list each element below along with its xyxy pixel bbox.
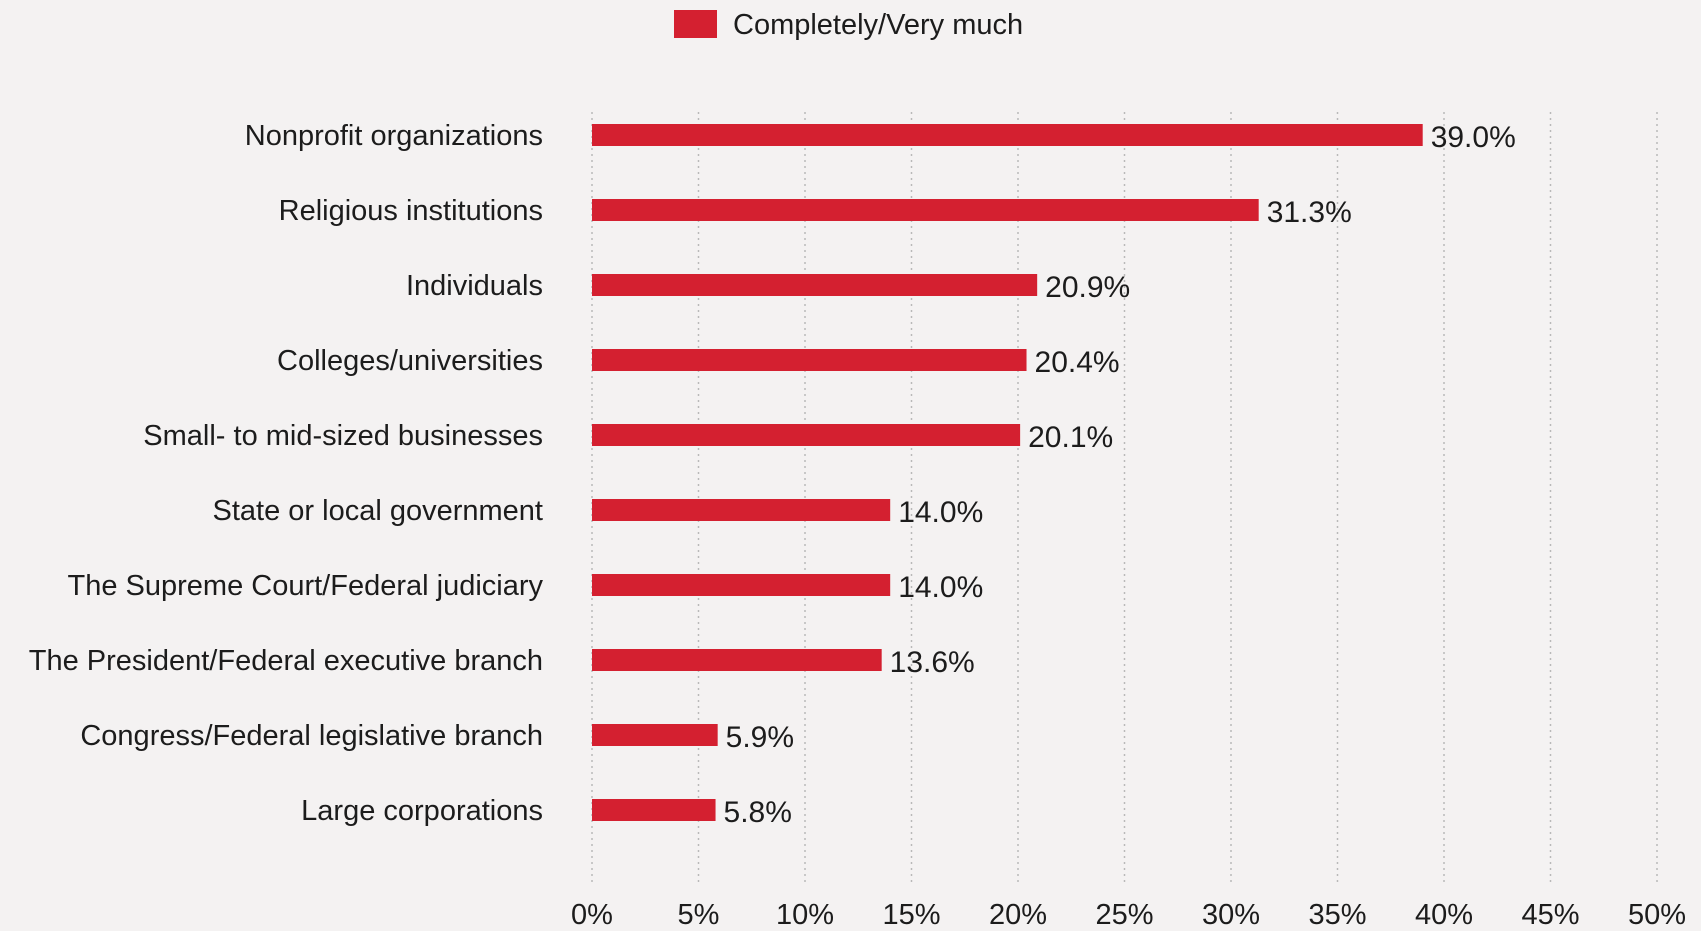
legend-label: Completely/Very much [733, 9, 1023, 41]
bar-value-label: 5.8% [724, 796, 792, 829]
legend-swatch [674, 10, 717, 38]
x-tick-label: 45% [1521, 899, 1579, 931]
bar [592, 199, 1259, 221]
bar [592, 574, 891, 596]
x-tick-label: 35% [1308, 899, 1366, 931]
value-labels: 39.0% 31.3% 20.9% 20.4% 20.1% 14.0% 14.0% 13.6%… [724, 121, 1516, 829]
x-tick-label: 25% [1095, 899, 1153, 931]
bar-value-label: 20.4% [1035, 346, 1120, 379]
category-label: Colleges/universities [277, 345, 543, 377]
bar [592, 649, 882, 671]
bar-value-label: 5.9% [726, 721, 794, 754]
bar-value-label: 31.3% [1267, 196, 1352, 229]
bar [592, 124, 1423, 146]
bar [592, 799, 716, 821]
x-tick-label: 40% [1415, 899, 1473, 931]
category-label: The President/Federal executive branch [29, 645, 543, 677]
category-label: Small- to mid-sized businesses [143, 420, 543, 452]
x-tick-label: 10% [776, 899, 834, 931]
category-label: State or local government [213, 495, 543, 527]
bar-value-label: 14.0% [898, 496, 983, 529]
bar [592, 274, 1038, 296]
category-label: The Supreme Court/Federal judiciary [68, 570, 544, 602]
x-tick-label: 15% [882, 899, 940, 931]
x-tick-label: 5% [678, 899, 720, 931]
bar-value-label: 39.0% [1431, 121, 1516, 154]
legend: Completely/Very much [674, 9, 1023, 41]
x-tick-label: 50% [1628, 899, 1686, 931]
category-label: Large corporations [301, 795, 543, 827]
bar [592, 424, 1021, 446]
category-label: Nonprofit organizations [245, 120, 543, 152]
bar [592, 724, 718, 746]
bars [592, 124, 1423, 821]
bar-value-label: 20.1% [1028, 421, 1113, 454]
x-tick-label: 0% [571, 899, 613, 931]
grid-lines [591, 112, 1658, 882]
category-label: Religious institutions [279, 195, 543, 227]
category-label: Individuals [406, 270, 543, 302]
category-label: Congress/Federal legislative branch [80, 720, 543, 752]
x-tick-label: 30% [1202, 899, 1260, 931]
bar-value-label: 13.6% [890, 646, 975, 679]
category-labels: Nonprofit organizations Religious institu… [29, 120, 544, 827]
bar-value-label: 14.0% [898, 571, 983, 604]
bar-value-label: 20.9% [1045, 271, 1130, 304]
bar [592, 499, 891, 521]
bar [592, 349, 1027, 371]
x-axis-tick-labels: 0% 5% 10% 15% 20% 25% 30% 35% 40% 45% 50% [571, 899, 1686, 931]
x-tick-label: 20% [989, 899, 1047, 931]
